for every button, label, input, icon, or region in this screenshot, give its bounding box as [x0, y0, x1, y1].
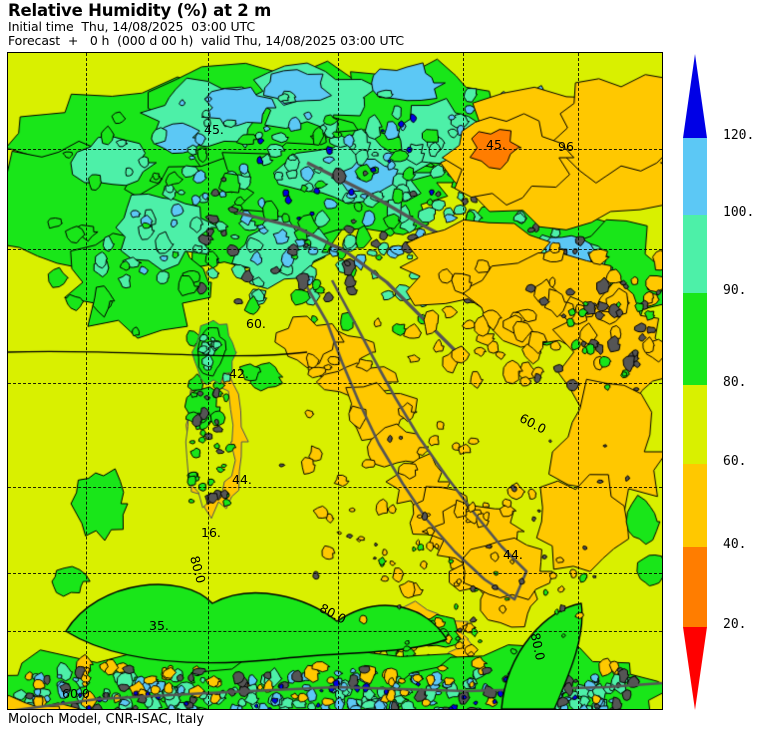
lon-label-16: 16.	[201, 525, 221, 540]
graticule-lat-0	[8, 149, 662, 150]
model-credit: Moloch Model, CNR-ISAC, Italy	[8, 712, 205, 727]
colorbar-tick-20: 20.	[723, 617, 747, 632]
graticule-lon-4	[578, 53, 579, 709]
graticule-lat-4	[8, 573, 662, 574]
humidity-field-canvas	[8, 53, 662, 709]
lat-label-42: 42.	[229, 366, 249, 381]
colorbar-band-90-100	[683, 215, 707, 293]
map-panel[interactable]: 45. 45. 96 42. 44. 16. 44. 35. 60. 60.0 80.0 80.0 80…	[7, 52, 663, 710]
graticule-lon-2	[338, 53, 339, 709]
colorbar-tick-100: 100.	[723, 205, 755, 220]
colorbar-band-above-120	[683, 54, 707, 138]
colorbar-band-60-80	[683, 385, 707, 464]
colorbar-tick-120: 120.	[723, 128, 755, 143]
colorbar-tick-60: 60.	[723, 454, 747, 469]
colorbar-band-20-40	[683, 547, 707, 627]
lat-label-35: 35.	[149, 618, 169, 633]
contour-60: 60.	[246, 316, 266, 331]
graticule-lat-3	[8, 487, 662, 488]
page-title: Relative Humidity (%) at 2 m	[8, 1, 272, 20]
colorbar-band-100-120	[683, 138, 707, 215]
lat-label-45: 45.	[204, 122, 224, 137]
lon-label-96: 96	[558, 139, 574, 154]
graticule-lat-5	[8, 631, 662, 632]
graticule-lat-2	[8, 383, 662, 384]
graticule-lon-1	[208, 53, 209, 709]
colorbar-tick-90: 90.	[723, 283, 747, 298]
colorbar: 120. 100. 90. 80. 60. 40. 20.	[683, 54, 754, 710]
graticule-lon-0	[86, 53, 87, 709]
colorbar-tick-80: 80.	[723, 375, 747, 390]
lat-label-45b: 45.	[486, 137, 506, 152]
colorbar-band-below-20	[683, 627, 707, 710]
initial-time-line: Initial time Thu, 14/08/2025 03:00 UTC	[8, 19, 255, 34]
colorbar-band-80-90	[683, 293, 707, 385]
lat-label-44: 44.	[232, 472, 252, 487]
graticule-lat-1	[8, 249, 662, 250]
contour-60c: 60.0	[62, 686, 90, 701]
forecast-line: Forecast + 0 h (000 d 00 h) valid Thu, 1…	[8, 32, 405, 48]
colorbar-tick-40: 40.	[723, 537, 747, 552]
colorbar-band-40-60	[683, 464, 707, 547]
graticule-lon-3	[463, 53, 464, 709]
lat-label-44b: 44.	[503, 547, 523, 562]
header: Relative Humidity (%) at 2 m Initial tim…	[8, 2, 668, 47]
